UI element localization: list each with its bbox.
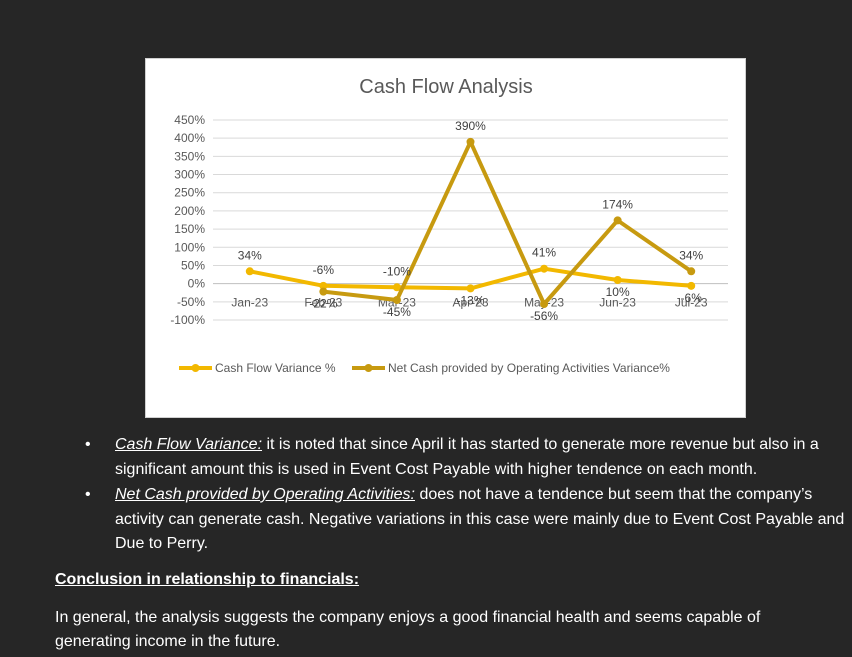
- data-label: 34%: [238, 248, 262, 262]
- bullet-net-cash: • Net Cash provided by Operating Activit…: [85, 483, 845, 557]
- data-label: -10%: [383, 264, 411, 278]
- data-point: [392, 283, 401, 292]
- data-point: [687, 267, 696, 276]
- data-label: -22%: [309, 297, 337, 311]
- y-tick-label: 50%: [181, 258, 205, 272]
- legend-label: Cash Flow Variance %: [215, 361, 336, 375]
- y-tick-label: -100%: [170, 313, 205, 327]
- data-label: -45%: [383, 305, 411, 319]
- y-tick-label: 400%: [174, 131, 205, 145]
- data-point: [687, 281, 696, 290]
- y-tick-label: 100%: [174, 240, 205, 254]
- data-label: 10%: [606, 285, 630, 299]
- x-tick-label: Jun-23: [599, 296, 636, 310]
- data-label: -13%: [456, 293, 484, 307]
- legend-label: Net Cash provided by Operating Activitie…: [388, 361, 670, 375]
- data-label: -56%: [530, 309, 558, 323]
- y-tick-label: 200%: [174, 204, 205, 218]
- data-label: -6%: [681, 291, 703, 305]
- bullet-cash-flow-variance: • Cash Flow Variance: it is noted that s…: [85, 433, 845, 482]
- legend-marker: [191, 364, 200, 372]
- y-tick-label: 0%: [188, 277, 206, 291]
- data-label: 41%: [532, 246, 556, 260]
- y-tick-label: 350%: [174, 149, 205, 163]
- y-tick-label: 300%: [174, 168, 205, 182]
- data-point: [392, 296, 401, 304]
- analysis-bullets: • Cash Flow Variance: it is noted that s…: [85, 433, 845, 558]
- data-label: 34%: [679, 248, 703, 262]
- bullet-term: Cash Flow Variance:: [115, 436, 263, 453]
- data-label: 390%: [455, 119, 486, 133]
- bullet-text: does not have a tendence but seem that t…: [115, 486, 845, 552]
- series-line: [323, 139, 693, 306]
- data-point: [245, 267, 254, 276]
- x-tick-label: Apr-23: [452, 296, 488, 310]
- data-label: 174%: [602, 197, 633, 211]
- data-point: [540, 264, 549, 273]
- bullet-dot-icon: •: [85, 486, 91, 503]
- data-point: [540, 300, 549, 308]
- chart-title: Cash Flow Analysis: [359, 76, 532, 98]
- chart-container: Cash Flow Analysis 450% 400% 350% 300% 250% 20…: [145, 58, 746, 418]
- data-point: [466, 284, 475, 293]
- conclusion-text: In general, the analysis suggests the co…: [55, 609, 761, 650]
- y-tick-label: -50%: [177, 295, 205, 309]
- x-tick-label: Feb-23: [304, 296, 342, 310]
- data-point: [466, 137, 475, 146]
- data-point: [319, 281, 328, 290]
- x-tick-label: Jan-23: [231, 296, 268, 310]
- bullet-term: Net Cash provided by Operating Activitie…: [115, 486, 415, 503]
- data-point: [613, 216, 622, 225]
- bullet-text: it is noted that since April it has star…: [115, 436, 819, 478]
- data-label: -6%: [313, 263, 335, 277]
- data-point: [319, 287, 328, 296]
- y-tick-label: 150%: [174, 222, 205, 236]
- y-tick-label: 250%: [174, 186, 205, 200]
- conclusion-heading: Conclusion in relationship to financials…: [55, 571, 360, 588]
- data-point: [613, 276, 622, 284]
- bullet-dot-icon: •: [85, 436, 91, 453]
- cash-flow-chart: Cash Flow Analysis 450% 400% 350% 300% 250% 20…: [170, 76, 728, 375]
- x-tick-label: Jul-23: [675, 296, 708, 310]
- y-tick-label: 450%: [174, 113, 205, 127]
- legend-marker: [364, 364, 373, 372]
